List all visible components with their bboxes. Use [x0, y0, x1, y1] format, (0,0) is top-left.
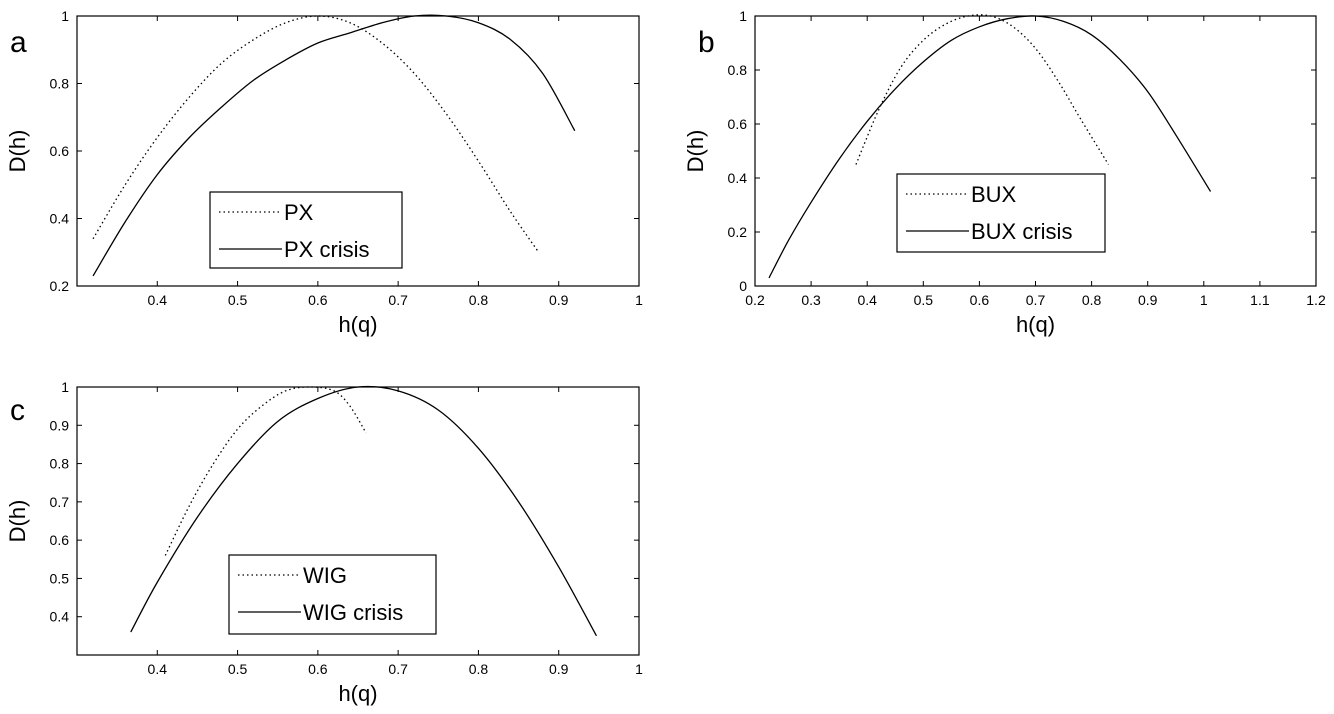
y-tick-label: 0.8	[50, 456, 70, 472]
y-tick-label: 0.2	[728, 224, 748, 240]
x-axis-label: h(q)	[338, 312, 377, 337]
legend-box	[896, 173, 1106, 253]
series-line-bux-crisis	[768, 15, 1212, 279]
series-line-px	[92, 15, 540, 253]
x-axis-label: h(q)	[1016, 312, 1055, 337]
panel-letter: b	[698, 26, 715, 59]
series-line-wig	[164, 386, 367, 556]
series-line-wig-crisis	[130, 385, 598, 637]
y-tick-label: 1	[61, 379, 69, 395]
x-tick-label: 0.9	[1138, 292, 1158, 308]
y-tick-label: 0.9	[50, 417, 70, 433]
legend-box	[209, 191, 403, 269]
x-tick-label: 0.2	[745, 292, 765, 308]
x-tick-label: 0.5	[228, 292, 248, 308]
x-tick-label: 1	[635, 661, 643, 677]
x-tick-label: 1.1	[1250, 292, 1270, 308]
x-tick-label: 1	[635, 292, 643, 308]
y-axis-label: D(h)	[683, 130, 708, 173]
legend: BUX BUX crisis	[896, 173, 1106, 253]
legend-label: WIG	[303, 563, 347, 588]
y-tick-label: 0.7	[50, 494, 70, 510]
y-tick-label: 0	[739, 278, 747, 294]
y-axis-label: D(h)	[5, 500, 30, 543]
legend-box	[228, 554, 437, 635]
chart-panel-b: 0.2 0.3 0.4 0.5 0.6 0.7 0.8 0.9 1 1.1 1.200.20.40.…	[683, 8, 1326, 337]
x-tick-label: 0.5	[914, 292, 934, 308]
series-line-px-crisis	[92, 14, 576, 277]
x-tick-label: 0.9	[549, 661, 569, 677]
x-tick-label: 0.7	[388, 292, 408, 308]
y-tick-label: 0.2	[50, 278, 70, 294]
legend-label: PX crisis	[284, 237, 370, 262]
x-tick-label: 0.4	[148, 292, 168, 308]
legend-label: WIG crisis	[303, 600, 403, 625]
x-tick-label: 0.8	[469, 661, 489, 677]
x-tick-label: 0.4	[148, 661, 168, 677]
series-line-bux	[855, 14, 1109, 165]
chart-panel-c: 0.4 0.5 0.6 0.7 0.8 0.9 1 0.4 0.5 0.6 0.7 0.8 0.9 1 h(…	[5, 379, 643, 706]
legend: PX PX crisis	[209, 191, 403, 269]
y-tick-label: 0.4	[728, 170, 748, 186]
y-tick-label: 1	[739, 8, 747, 24]
legend-label: BUX crisis	[971, 219, 1072, 244]
x-axis-label: h(q)	[338, 681, 377, 706]
x-tick-label: 0.6	[308, 661, 328, 677]
y-tick-label: 0.6	[728, 116, 748, 132]
x-tick-label: 1.2	[1306, 292, 1326, 308]
x-tick-label: 0.3	[801, 292, 821, 308]
y-tick-label: 0.8	[50, 76, 70, 92]
x-tick-label: 0.4	[857, 292, 877, 308]
panel-letter: c	[10, 394, 25, 427]
y-tick-label: 0.6	[50, 143, 70, 159]
x-tick-label: 0.6	[308, 292, 328, 308]
legend: WIG WIG crisis	[228, 554, 437, 635]
x-tick-label: 0.8	[1082, 292, 1102, 308]
y-tick-label: 1	[61, 8, 69, 24]
y-tick-label: 0.6	[50, 532, 70, 548]
x-tick-label: 0.8	[469, 292, 489, 308]
chart-panel-a: 0.4 0.5 0.6 0.7 0.8 0.9 1 0.2 0.4 0.6 0.8 1 h(q) D(h)…	[5, 8, 643, 337]
y-tick-label: 0.5	[50, 570, 70, 586]
x-tick-label: 1	[1200, 292, 1208, 308]
x-tick-label: 0.7	[388, 661, 408, 677]
y-tick-label: 0.4	[50, 211, 70, 227]
legend-label: PX	[284, 200, 314, 225]
y-tick-label: 0.8	[728, 62, 748, 78]
x-tick-label: 0.7	[1026, 292, 1046, 308]
x-tick-label: 0.5	[228, 661, 248, 677]
x-tick-label: 0.6	[970, 292, 990, 308]
y-tick-label: 0.4	[50, 609, 70, 625]
y-axis-label: D(h)	[5, 130, 30, 173]
panel-letter: a	[10, 26, 27, 59]
x-tick-label: 0.9	[549, 292, 569, 308]
legend-label: BUX	[971, 182, 1017, 207]
